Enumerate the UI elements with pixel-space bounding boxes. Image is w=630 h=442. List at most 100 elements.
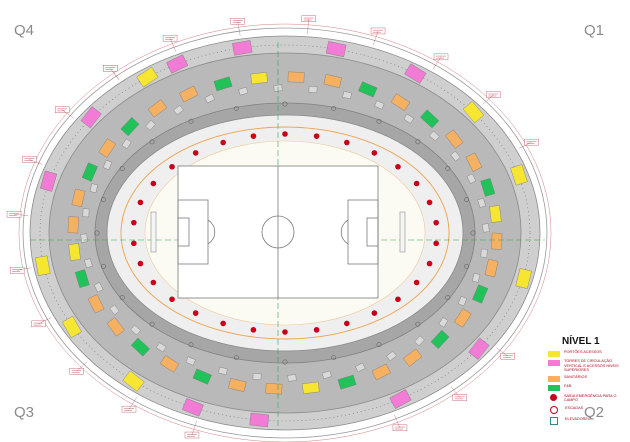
stair-marker	[233, 355, 239, 361]
legend-label: TORRES DE CIRCULAÇÃO VERTICAL E ACESSOS …	[564, 359, 619, 373]
annotation-leader	[307, 18, 309, 34]
concourse-room	[482, 223, 490, 233]
service-block	[228, 378, 247, 392]
exit-dot	[169, 163, 175, 170]
annotation-leader	[482, 94, 494, 105]
concourse-room	[287, 374, 297, 382]
concourse-room	[429, 130, 440, 142]
gate-block	[462, 101, 485, 124]
service-block	[402, 348, 423, 367]
exit-dot	[250, 327, 257, 333]
exit-dot	[192, 310, 199, 316]
annotation-leader	[496, 347, 508, 357]
exit-dot	[137, 199, 144, 206]
exit-dot	[413, 279, 420, 286]
service-block	[465, 152, 483, 172]
concourse-room	[218, 366, 228, 375]
gate-blocks	[35, 40, 532, 428]
service-block	[213, 76, 233, 92]
stair-ring-icon	[550, 405, 558, 414]
concourse-room	[238, 86, 249, 96]
stair-markers	[94, 101, 476, 365]
concourse-room	[472, 272, 481, 283]
service-block	[179, 85, 199, 103]
fnb-swatch	[548, 384, 560, 391]
concourse-room	[308, 85, 318, 93]
legend-item-gates: PORTÕES ACESSOS	[548, 350, 628, 357]
service-block	[68, 243, 81, 261]
annotation-labels	[6, 15, 539, 439]
annotation-leader	[373, 30, 379, 46]
legend-label: ESCADAS	[565, 405, 584, 410]
service-block	[120, 117, 140, 137]
elevator-square-icon	[550, 416, 558, 425]
exit-dot	[150, 279, 157, 286]
legend-label: SAÍDA EMERGÊNCIA PARA O CAMPO	[564, 393, 617, 403]
service-block	[472, 284, 489, 304]
service-block	[265, 383, 283, 395]
exit-dot	[395, 163, 401, 170]
right-penalty-arc	[340, 219, 349, 245]
stair-marker	[282, 101, 288, 107]
concourse-room	[466, 173, 477, 184]
service-blocks	[67, 71, 503, 395]
service-block	[358, 81, 378, 98]
exit-dot	[371, 310, 378, 316]
exit-dot	[371, 150, 378, 156]
annotation-leader	[17, 267, 31, 271]
annotation-leader	[14, 214, 28, 216]
exit-dot	[192, 150, 199, 156]
service-block	[130, 337, 150, 357]
gate-block	[181, 398, 204, 417]
stair-marker	[464, 263, 470, 269]
concourse-room	[130, 324, 141, 336]
legend-label: SANITÁRIOS	[564, 374, 587, 379]
annotation-leader	[110, 68, 120, 80]
annotation-leader	[450, 386, 460, 398]
stair-marker	[119, 295, 125, 300]
outer-boundary-red	[18, 23, 552, 442]
service-block	[430, 329, 450, 349]
left-penalty-arc	[207, 219, 216, 245]
stair-marker	[282, 359, 288, 365]
left-bench	[150, 211, 157, 253]
service-block	[453, 308, 472, 328]
stair-marker	[188, 342, 194, 348]
exit-dot	[313, 327, 320, 333]
gate-block	[136, 66, 159, 88]
restrooms-swatch	[548, 375, 560, 382]
quadrant-q2-label: Q2	[584, 404, 605, 421]
stair-marker	[445, 295, 451, 300]
service-block	[98, 138, 117, 158]
service-block	[74, 269, 90, 288]
service-block	[480, 178, 496, 197]
concourse-room	[102, 159, 113, 171]
annotation-box	[9, 267, 25, 274]
stair-marker	[100, 263, 106, 269]
exit-dot	[433, 240, 439, 247]
exit-dot	[344, 320, 350, 327]
annotation-leader	[29, 159, 43, 165]
service-block	[491, 232, 503, 250]
annotation-leader	[518, 142, 532, 149]
service-block	[147, 99, 168, 118]
concourse-room	[386, 350, 397, 362]
exit-dot	[426, 199, 433, 206]
towers-swatch	[548, 360, 560, 366]
stair-marker	[415, 139, 421, 145]
service-block	[192, 368, 212, 385]
stand-ring	[120, 126, 450, 340]
annotation-leader	[191, 420, 197, 436]
exit-dot	[131, 240, 137, 247]
gate-block	[40, 170, 58, 192]
exit-dot	[220, 320, 226, 327]
legend-label: PORTÕES ACESSOS	[564, 350, 602, 354]
concourse-room	[121, 138, 132, 149]
service-block	[81, 162, 98, 182]
gate-block	[510, 164, 528, 186]
service-block	[67, 216, 79, 234]
exit-dot	[413, 180, 420, 187]
legend-item-fnb: F&B	[548, 384, 628, 391]
service-block	[484, 258, 499, 278]
legend-label: F&B	[564, 383, 572, 388]
